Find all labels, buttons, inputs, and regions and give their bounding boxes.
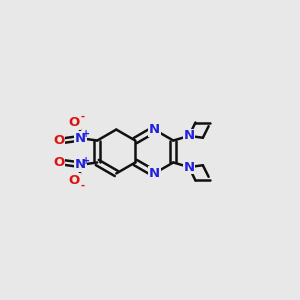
Text: +: + — [82, 129, 90, 139]
Text: N: N — [149, 167, 160, 180]
Text: O: O — [53, 156, 64, 169]
Text: -: - — [80, 112, 85, 122]
Text: N: N — [183, 129, 195, 142]
Text: O: O — [69, 116, 80, 129]
Text: N: N — [183, 160, 195, 174]
Text: -: - — [80, 181, 85, 191]
Text: N: N — [149, 123, 160, 136]
Text: O: O — [69, 174, 80, 187]
Text: O: O — [53, 134, 64, 147]
Text: N: N — [75, 158, 86, 171]
Text: N: N — [75, 132, 86, 145]
Text: +: + — [82, 156, 90, 166]
